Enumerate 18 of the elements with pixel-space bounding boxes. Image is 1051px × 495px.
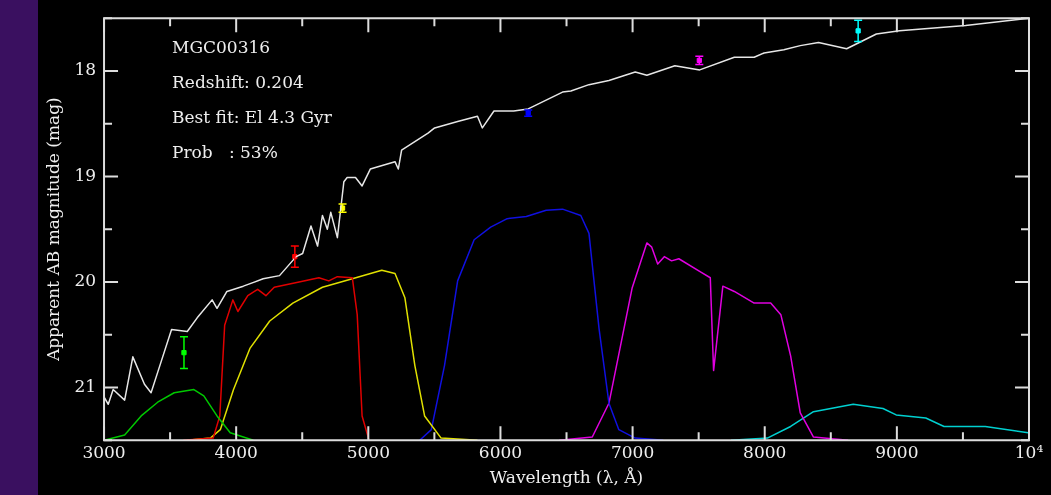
x-tick-label: 8000 — [743, 441, 787, 462]
x-tick-label: 5000 — [346, 441, 390, 462]
x-tick-label: 4000 — [214, 441, 258, 462]
x-tick-label: 10⁴ — [1014, 441, 1044, 462]
x-tick-label: 3000 — [82, 441, 126, 462]
x-axis-title: Wavelength (λ, Å) — [489, 467, 644, 488]
x-tick-label: 6000 — [478, 441, 523, 462]
y-tick-label: 21 — [74, 375, 97, 396]
y-tick-label: 20 — [74, 270, 97, 291]
annotation: Prob : 53% — [172, 141, 278, 162]
annotation: Redshift: 0.204 — [172, 71, 304, 92]
y-axis-title: Apparent AB magnitude (mag) — [42, 97, 63, 363]
annotation: Best fit: El 4.3 Gyr — [172, 106, 333, 127]
annotation: MGC00316 — [172, 36, 271, 57]
x-tick-label: 7000 — [610, 441, 655, 462]
x-tick-label: 9000 — [875, 441, 919, 462]
y-tick-label: 18 — [74, 59, 97, 80]
y-tick-label: 19 — [74, 164, 97, 185]
